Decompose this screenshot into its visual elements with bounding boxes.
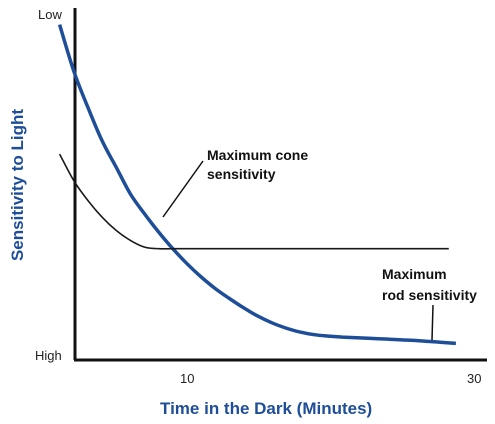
rod-annotation-leader (431, 304, 434, 341)
y-tick-label-low: Low (38, 7, 62, 22)
rod-curve (57, 24, 457, 346)
x-tick-label-30: 30 (467, 371, 481, 386)
x-tick-label-10: 10 (180, 371, 194, 386)
cone-curve (58, 153, 449, 250)
y-tick-label-high: High (35, 348, 62, 363)
cone-annotation-line-1: Maximum cone (207, 147, 308, 163)
cone-annotation-line-2: sensitivity (207, 166, 276, 182)
cone-annotation-leader (162, 160, 204, 218)
rod-annotation-line-2: rod sensitivity (382, 287, 477, 303)
y-axis-title: Sensitivity to Light (8, 109, 27, 261)
rod-annotation-line-1: Maximum (382, 266, 447, 282)
x-axis-title: Time in the Dark (Minutes) (160, 399, 372, 418)
